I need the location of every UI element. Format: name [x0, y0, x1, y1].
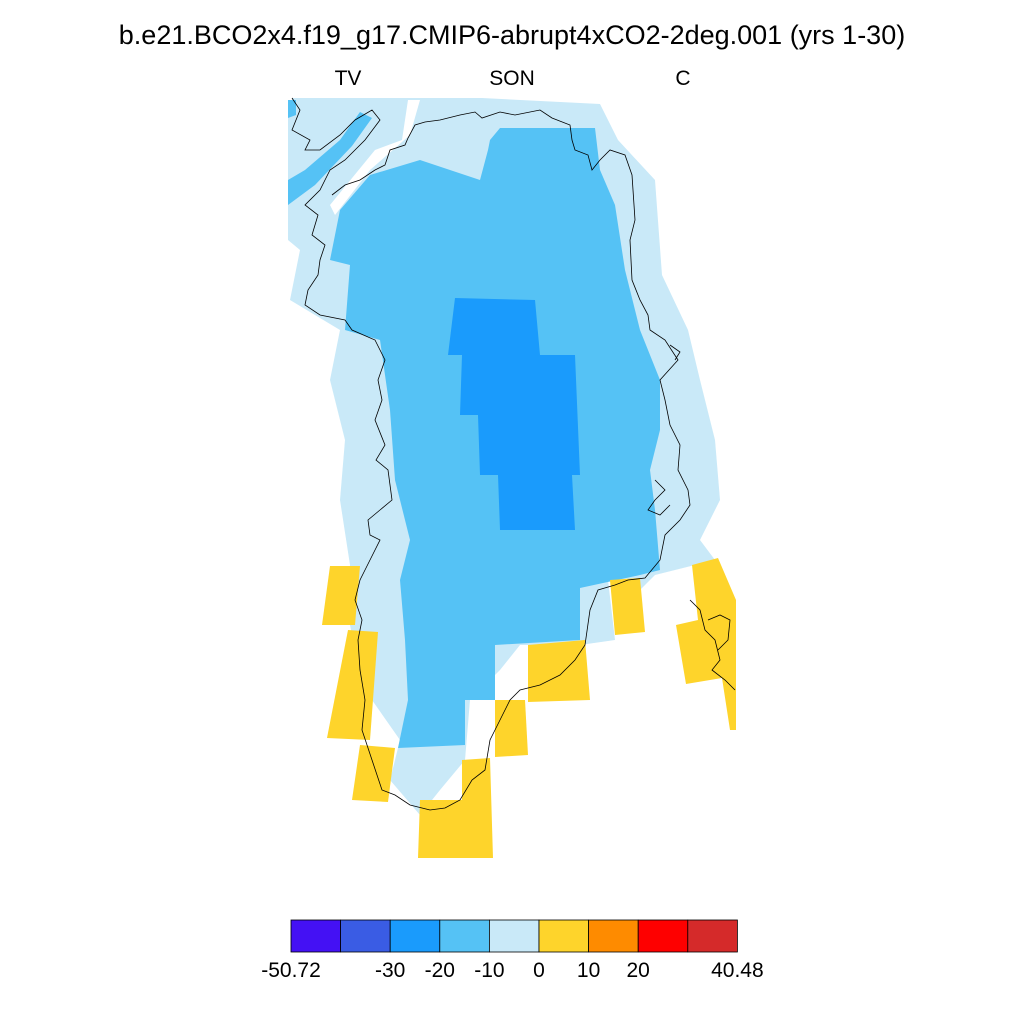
coastline	[291, 97, 736, 811]
colorbar-label: 10	[576, 959, 601, 982]
map-cell	[418, 758, 493, 858]
colorbar-box	[488, 919, 540, 953]
figure-title: b.e21.BCO2x4.f19_g17.CMIP6-abrupt4xCO2-2…	[118, 20, 906, 50]
map-cell	[352, 745, 395, 802]
map-cell	[676, 558, 736, 730]
subtitle-variable: TV	[334, 67, 362, 90]
colorbar-box	[439, 919, 490, 953]
map-cell	[288, 100, 296, 118]
subtitle-season: SON	[489, 67, 535, 90]
subtitle-units: C	[675, 67, 691, 90]
colorbar-label: -10	[474, 959, 505, 982]
colorbar-label: 40.48	[711, 959, 764, 982]
map-cell	[610, 578, 645, 635]
colorbar-box	[687, 919, 738, 953]
colorbar-box	[538, 919, 589, 953]
colorbar-label: 20	[626, 959, 650, 982]
map-cell	[330, 100, 420, 215]
colorbar-label: 0	[533, 959, 545, 982]
colorbar-box	[588, 919, 639, 953]
colorbar-box	[637, 919, 689, 953]
colorbar-label: -20	[424, 959, 455, 982]
map-cells	[288, 98, 736, 858]
map-cell	[288, 112, 372, 205]
colorbar-label: -50.72	[261, 959, 321, 982]
colorbar-box	[340, 919, 391, 953]
map-cell	[327, 630, 378, 740]
map-cell	[528, 640, 590, 702]
map-cell	[322, 566, 360, 625]
colorbar-box	[389, 919, 441, 953]
colorbar-box	[290, 919, 341, 953]
map-cell	[448, 298, 580, 530]
colorbar-boxes	[290, 919, 738, 953]
colorbar-label: -30	[375, 959, 406, 982]
